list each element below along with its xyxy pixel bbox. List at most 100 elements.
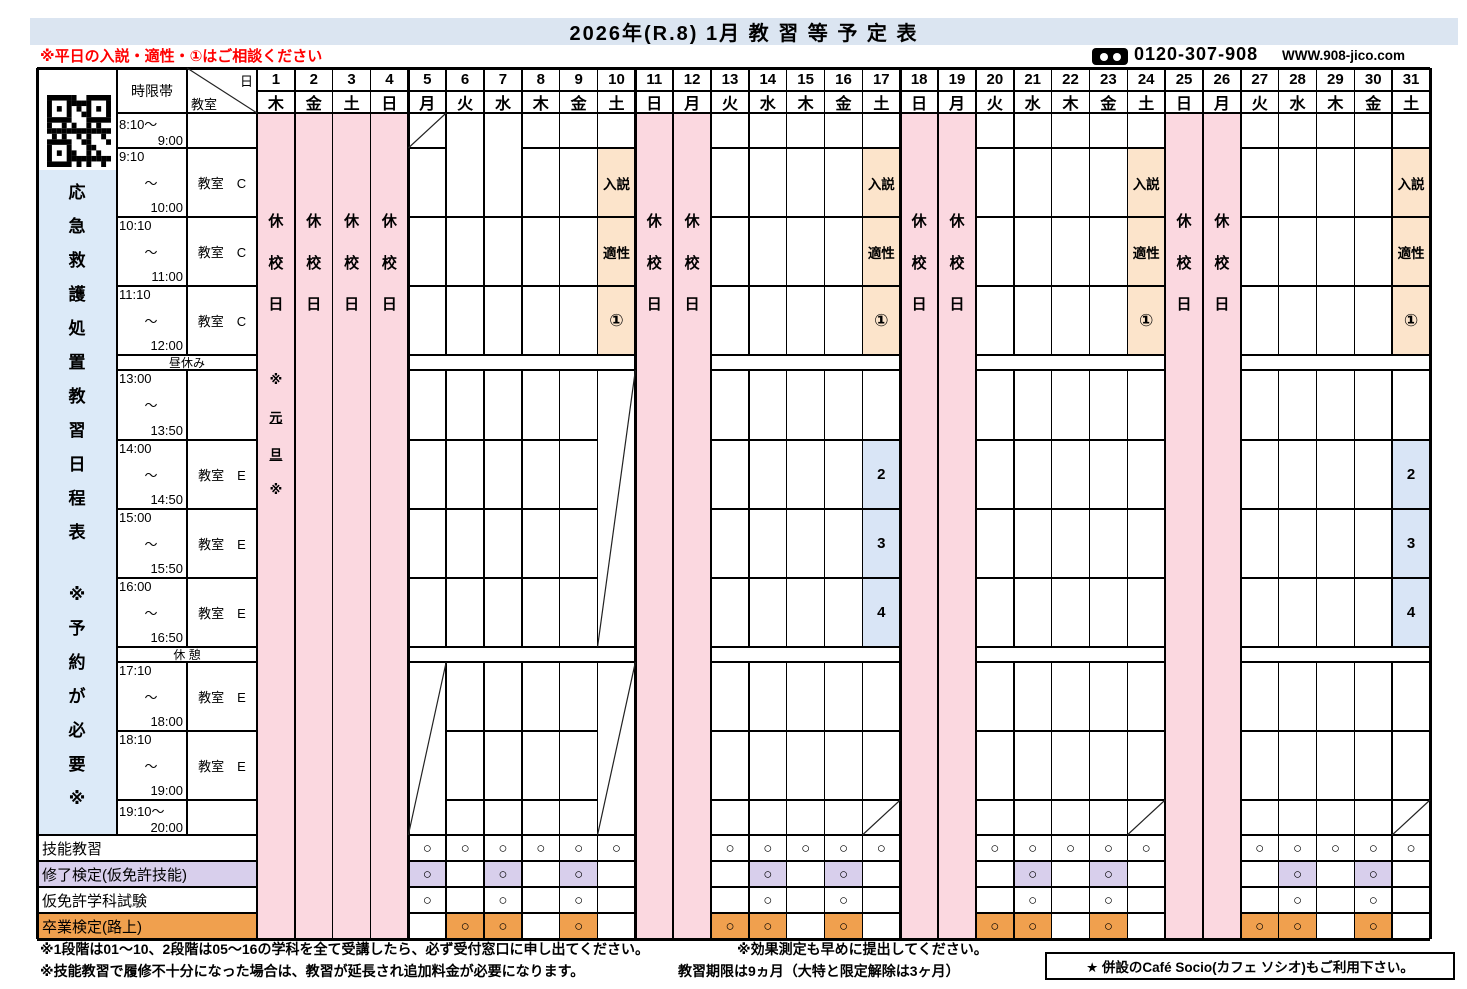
closed-day-label: 休校日 xyxy=(257,210,295,314)
day-weekday-cell: 日 xyxy=(646,96,663,113)
day-weekday-cell: 金 xyxy=(835,96,852,113)
circle-mark: ○ xyxy=(801,839,811,857)
day-weekday-cell: 金 xyxy=(1365,96,1382,113)
circle-mark: ○ xyxy=(1368,917,1378,935)
sidebar-title-char: ※ xyxy=(68,789,86,808)
weekday-consult-note: ※平日の入説・適性・①はご相談ください xyxy=(40,48,323,65)
room-label-r2: 教室 C xyxy=(197,245,247,260)
grid-line xyxy=(37,66,1430,70)
time-band-header: 時限帯 xyxy=(131,82,173,99)
sidebar-title-char: 表 xyxy=(68,523,86,542)
stage2-cell-number: 3 xyxy=(877,535,886,552)
closed-day-label: 休校日 xyxy=(635,210,673,314)
aptitude-stage1-cell: ① xyxy=(1403,310,1419,330)
corner-day-label: 日 xyxy=(239,74,253,89)
grid-line xyxy=(975,833,1166,837)
grid-line xyxy=(975,147,1166,149)
grid-line xyxy=(861,370,864,647)
lunch-label: 昼休み xyxy=(168,356,205,370)
grid-line xyxy=(1277,68,1280,355)
room-label-r7: 教室 E xyxy=(198,606,246,621)
day-number-cell: 1 xyxy=(271,71,281,88)
grid-line xyxy=(521,662,523,939)
corner-room-label: 教室 xyxy=(191,97,218,112)
bottom-row-label: 仮免許学科試験 xyxy=(42,892,148,910)
grid-line xyxy=(1240,216,1430,218)
closed-day-label: 休校日 xyxy=(900,210,938,314)
time-tilde: ～ xyxy=(144,689,158,705)
time-start: 15:00 xyxy=(119,510,152,525)
bottom-row-label-bg xyxy=(37,913,257,939)
grid-line xyxy=(117,646,257,648)
sidebar-title-char: 置 xyxy=(68,353,86,372)
grid-line xyxy=(1202,68,1204,939)
grid-line xyxy=(257,90,1430,92)
bottom-row-label: 修了検定(仮免許技能) xyxy=(42,866,187,884)
grid-line xyxy=(483,370,485,647)
grid-line xyxy=(974,68,978,939)
grid-line xyxy=(975,661,1166,663)
grid-line xyxy=(37,937,1430,941)
sidebar-title-char: 予 xyxy=(68,619,86,638)
closed-day-label: 休校日 xyxy=(673,210,711,314)
exam-cell-bg xyxy=(446,913,485,939)
sidebar-title-char: 要 xyxy=(68,755,86,774)
exam-cell-bg xyxy=(408,861,447,887)
grid-line xyxy=(117,111,1430,115)
grid-line xyxy=(1050,370,1053,647)
grid-line xyxy=(407,68,410,939)
exam-cell-bg xyxy=(559,861,598,887)
grid-line xyxy=(408,508,598,510)
bottom-row-label: 技能教習 xyxy=(42,840,103,858)
day-number-cell: 24 xyxy=(1137,71,1155,88)
day-number-cell: 10 xyxy=(608,71,625,88)
closed-day-char: 日 xyxy=(911,296,927,313)
circle-mark: ○ xyxy=(1255,839,1265,857)
saturday-event-bg xyxy=(1127,148,1166,217)
time-end: 15:50 xyxy=(150,561,183,576)
grid-line xyxy=(861,68,864,355)
stage2-cell-bg xyxy=(1392,509,1430,578)
website-url: WWW.908-jico.com xyxy=(1282,48,1406,63)
day-weekday-cell: 土 xyxy=(343,96,360,113)
day-weekday-cell: 火 xyxy=(986,96,1003,113)
day-number-cell: 14 xyxy=(759,71,777,88)
grid-line xyxy=(711,886,901,888)
saturday-event-label: 適性 xyxy=(1397,245,1425,261)
saturday-event-bg xyxy=(862,217,901,286)
grid-line xyxy=(37,886,257,888)
saturday-event-label: 入説 xyxy=(1132,176,1160,192)
grid-line xyxy=(1315,662,1318,939)
time-slot-r8: 17:10 ～ 18:00 xyxy=(119,663,183,729)
sidebar-title-char: ※ xyxy=(68,585,86,604)
exam-cell-bg xyxy=(484,913,522,939)
day-number-cell: 26 xyxy=(1213,71,1231,88)
circle-mark: ○ xyxy=(1368,865,1378,883)
sidebar-title-char: 必 xyxy=(68,721,86,740)
time-tilde: ～ xyxy=(144,398,158,413)
closed-day-char: 休 xyxy=(344,213,360,230)
circle-mark: ○ xyxy=(1141,839,1151,857)
grid-line xyxy=(711,577,901,579)
grid-line xyxy=(483,68,485,355)
grid-line xyxy=(521,370,523,647)
circle-mark: ○ xyxy=(498,839,508,857)
day-number-cell: 31 xyxy=(1402,71,1420,88)
circle-mark: ○ xyxy=(1103,839,1113,857)
grid-line xyxy=(37,912,257,914)
day-weekday-cell: 金 xyxy=(1100,96,1117,113)
circle-mark: ○ xyxy=(1028,917,1038,935)
time-slot-r9: 18:10 ～ 19:00 xyxy=(119,732,183,798)
grid-line xyxy=(975,508,1166,510)
day-number-cell: 18 xyxy=(910,71,928,88)
grid-line xyxy=(1163,68,1167,939)
time-slot-r2: 10:10 ～ 11:00 xyxy=(119,218,183,284)
circle-mark: ○ xyxy=(1028,891,1038,909)
exam-cell-bg xyxy=(1354,861,1393,887)
stage2-cell-number: 2 xyxy=(877,466,886,483)
circle-mark: ○ xyxy=(460,839,470,857)
room-label-r5: 教室 E xyxy=(198,468,246,483)
grid-line xyxy=(748,68,750,355)
day-weekday-cell: 土 xyxy=(608,96,625,113)
circle-mark: ○ xyxy=(876,839,886,857)
